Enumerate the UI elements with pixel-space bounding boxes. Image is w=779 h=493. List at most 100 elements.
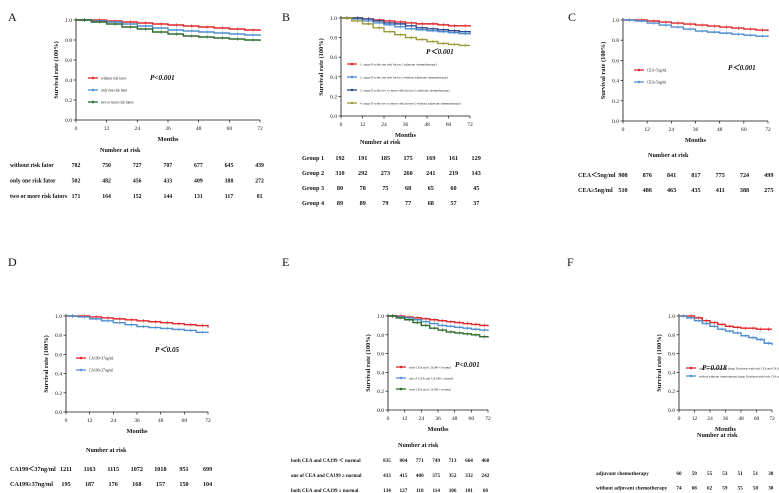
y-tick-label: 1.0 xyxy=(612,18,619,24)
x-tick-label: 72 xyxy=(485,416,491,422)
legend-label: both CEA and CA199 ≥ normal xyxy=(409,387,451,391)
risk-cell: 951 xyxy=(179,466,188,473)
y-tick-label: 0.0 xyxy=(377,408,384,414)
risk-cell: 117 xyxy=(225,194,233,200)
risk-cell: 144 xyxy=(163,194,172,200)
x-tick-label: 12 xyxy=(104,126,110,132)
risk-cell: 242 xyxy=(482,473,490,479)
legend-label: only one risk fator xyxy=(101,88,128,92)
panel-letter: C xyxy=(568,10,576,24)
risk-cell: 53 xyxy=(722,471,728,477)
panel-f: F 0.0 0.2 0.4 0.6 0.8 1.0 0 12 24 36 48 60 72 Months Su… xyxy=(567,255,779,492)
y-tick-label: 1.0 xyxy=(65,18,72,24)
risk-cell: 332 xyxy=(465,473,473,479)
risk-cell: 771 xyxy=(416,458,424,464)
risk-cell: 77 xyxy=(405,200,411,207)
risk-cell: 89 xyxy=(337,200,343,207)
risk-cell: 157 xyxy=(156,481,165,488)
survival-curve-4 xyxy=(341,17,470,47)
x-tick-label: 24 xyxy=(111,418,117,424)
risk-cell: 707 xyxy=(163,163,172,169)
y-tick-label: 0.2 xyxy=(55,391,62,397)
risk-cell: 68 xyxy=(483,488,489,493)
risk-cell: 171 xyxy=(72,194,81,200)
y-tick-label: 0.0 xyxy=(668,408,675,414)
legend-marker xyxy=(689,374,693,378)
risk-cell: 699 xyxy=(203,466,212,473)
risk-cell: 400 xyxy=(416,473,424,479)
risk-cell: 192 xyxy=(335,155,344,162)
x-tick-label: 36 xyxy=(134,418,140,424)
risk-cell: 817 xyxy=(691,172,700,179)
y-tick-label: 1.0 xyxy=(330,16,337,22)
risk-cell: 456 xyxy=(133,179,142,185)
legend-label: without risk fator xyxy=(101,76,127,80)
panel-letter: D xyxy=(8,255,17,269)
risk-cell: 78 xyxy=(360,185,366,192)
y-tick-label: 0.0 xyxy=(330,114,337,120)
risk-cell: 749 xyxy=(432,458,440,464)
x-tick-label: 48 xyxy=(158,418,164,424)
y-axis-label: Survival rate (100%) xyxy=(43,335,50,393)
x-tick-label: 36 xyxy=(435,416,441,422)
risk-cell: 79 xyxy=(382,200,388,207)
risk-cell: 713 xyxy=(449,458,457,464)
survival-curve-3 xyxy=(388,315,489,338)
legend-label: without adjuvant chemotherapy (stage II … xyxy=(699,374,779,378)
legend-marker xyxy=(91,100,95,104)
x-tick-label: 60 xyxy=(469,416,475,422)
risk-cell: 127 xyxy=(400,488,408,493)
risk-row-label: both CEA and CA199 ≥ normal xyxy=(291,488,359,493)
risk-cell: 51 xyxy=(738,471,744,477)
risk-cell: 106 xyxy=(449,488,457,493)
risk-cell: 411 xyxy=(716,187,725,194)
y-tick-label: 0.4 xyxy=(65,78,72,84)
risk-table-title: Number at risk xyxy=(100,147,141,154)
x-tick-label: 24 xyxy=(419,416,425,422)
risk-cell: 164 xyxy=(102,194,111,200)
y-tick-label: 0.8 xyxy=(668,333,675,339)
y-tick-label: 0.0 xyxy=(65,118,72,124)
y-tick-label: 0.2 xyxy=(377,389,384,395)
risk-cell: 415 xyxy=(400,473,408,479)
risk-row-label: CA199＜37ng/ml xyxy=(10,466,56,473)
panel-e: E 0.0 0.2 0.4 0.6 0.8 1.0 0 12 24 36 48 60 72 Months Su… xyxy=(282,255,491,493)
risk-cell: 727 xyxy=(133,163,142,169)
panel-d: D 0.0 0.2 0.4 0.6 0.8 1.0 0 12 24 36 48 60 72 Months Su… xyxy=(8,255,212,488)
y-tick-label: 0.6 xyxy=(612,58,619,64)
legend-marker xyxy=(91,88,95,92)
x-axis-label: Months xyxy=(685,137,706,144)
risk-cell: 433 xyxy=(383,473,391,479)
y-tick-label: 1.0 xyxy=(377,314,384,320)
risk-cell: 68 xyxy=(428,200,434,207)
survival-curve-1 xyxy=(66,315,209,328)
x-tick-label: 48 xyxy=(196,126,202,132)
x-tick-label: 12 xyxy=(87,418,93,424)
y-tick-label: 0.0 xyxy=(55,410,62,416)
risk-cell: 375 xyxy=(432,473,440,479)
risk-cell: 835 xyxy=(383,458,391,464)
y-tick-label: 0.4 xyxy=(377,370,384,376)
x-tick-label: 12 xyxy=(644,127,650,133)
risk-cell: 60 xyxy=(676,471,682,477)
risk-cell: 191 xyxy=(358,155,367,162)
risk-cell: 241 xyxy=(426,170,435,177)
risk-table-title: Number at risk xyxy=(360,139,401,146)
panel-letter: B xyxy=(282,10,290,24)
panel-letter: E xyxy=(282,255,289,269)
risk-cell: 50 xyxy=(753,486,759,492)
y-tick-label: 0.8 xyxy=(377,333,384,339)
x-tick-label: 36 xyxy=(403,122,409,128)
legend-marker xyxy=(79,356,83,360)
p-value: P＜0.05 xyxy=(155,346,180,354)
y-tick-label: 0.2 xyxy=(65,98,72,104)
risk-cell: 435 xyxy=(691,187,700,194)
risk-row-label: only one risk fator xyxy=(10,179,56,185)
risk-row-label: Group 2 xyxy=(302,170,324,177)
y-axis-label: Survival rate (100%) xyxy=(365,334,372,392)
risk-cell: 388 xyxy=(225,179,234,185)
legend-label: 4. stage II with two or more risk factor… xyxy=(360,101,461,105)
risk-cell: 51 xyxy=(753,471,759,477)
x-tick-label: 72 xyxy=(769,416,775,422)
legend-marker xyxy=(350,62,354,66)
